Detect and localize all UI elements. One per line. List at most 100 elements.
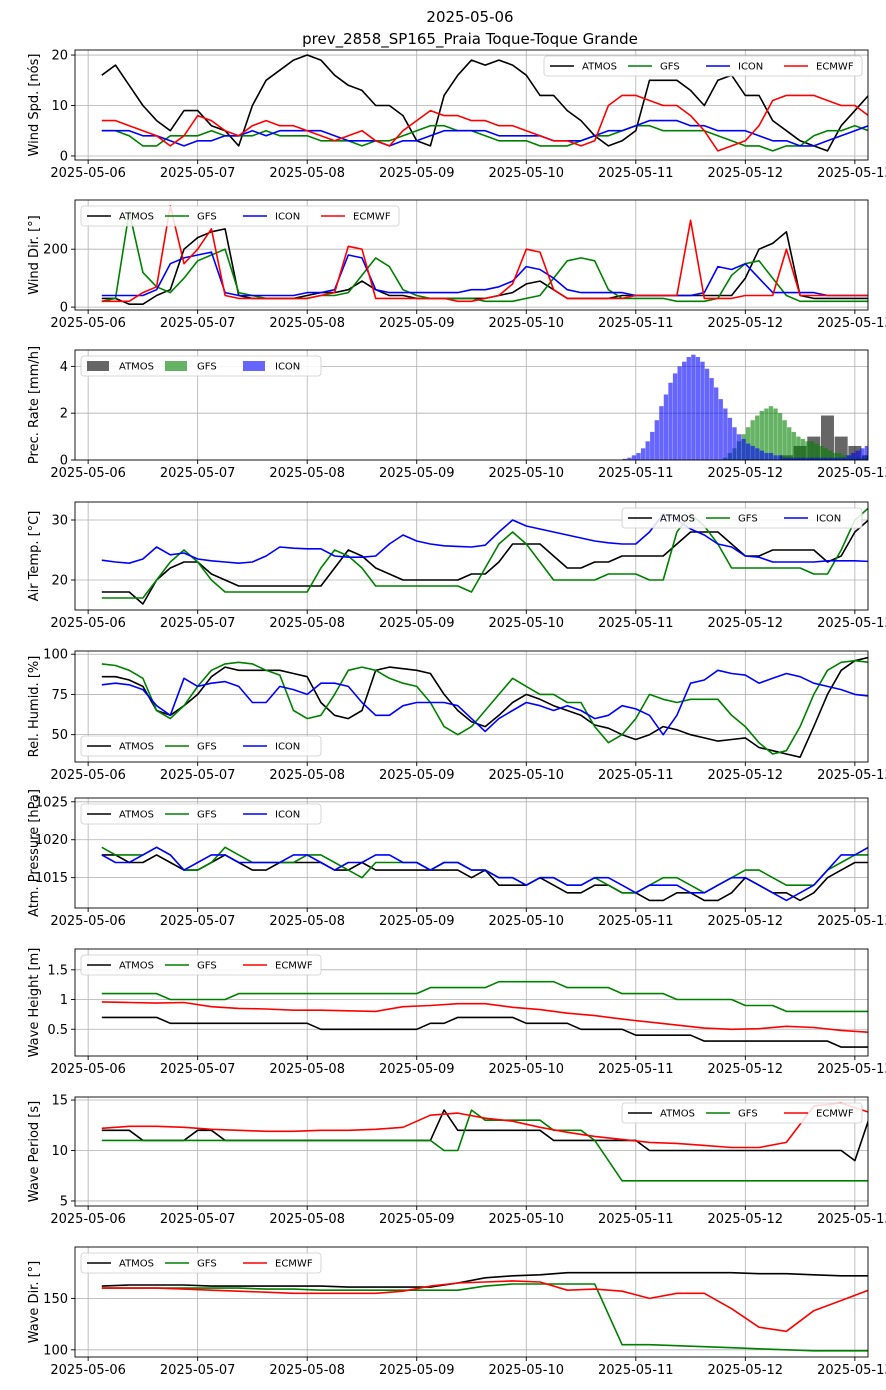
series-line bbox=[101, 1001, 868, 1033]
x-tick-label: 2025-05-12 bbox=[708, 1212, 784, 1227]
legend-label: ICON bbox=[275, 212, 300, 223]
y-axis-label: Wave Height [m] bbox=[27, 948, 42, 1058]
x-tick-label: 2025-05-08 bbox=[269, 1212, 345, 1227]
legend-label: ATMOS bbox=[660, 1109, 695, 1120]
bar bbox=[686, 357, 691, 460]
bar bbox=[755, 448, 760, 460]
plot-area bbox=[101, 1102, 868, 1182]
bar bbox=[704, 368, 710, 460]
bar bbox=[869, 453, 873, 460]
x-tick-label: 2025-05-10 bbox=[488, 466, 564, 481]
bar bbox=[700, 361, 705, 460]
x-tick-label: 2025-05-06 bbox=[50, 166, 126, 181]
x-tick-label: 2025-05-09 bbox=[379, 914, 455, 929]
series-line bbox=[101, 124, 868, 152]
legend-label: ECMWF bbox=[275, 961, 313, 972]
legend-box bbox=[80, 803, 322, 825]
bar bbox=[846, 455, 851, 460]
legend-box bbox=[80, 1252, 322, 1274]
x-tick-label: 2025-05-13 bbox=[817, 1062, 886, 1077]
legend-label: GFS bbox=[738, 1109, 758, 1120]
x-tick-label: 2025-05-10 bbox=[488, 914, 564, 929]
bar bbox=[741, 438, 746, 460]
x-tick-label: 2025-05-06 bbox=[50, 768, 126, 783]
legend-label: GFS bbox=[197, 1259, 217, 1270]
x-tick-label: 2025-05-13 bbox=[817, 914, 886, 929]
bar bbox=[805, 457, 810, 460]
legend-swatch bbox=[165, 361, 187, 371]
bar bbox=[805, 441, 810, 460]
plot-area bbox=[101, 205, 868, 306]
series-line bbox=[101, 205, 868, 303]
bar bbox=[627, 457, 632, 460]
bar bbox=[814, 457, 819, 460]
x-tick-label: 2025-05-07 bbox=[160, 914, 236, 929]
bar bbox=[814, 443, 819, 460]
x-tick-label: 2025-05-08 bbox=[269, 1062, 345, 1077]
bar bbox=[640, 448, 646, 460]
bar bbox=[869, 444, 873, 460]
x-tick-label: 2025-05-09 bbox=[379, 316, 455, 331]
x-tick-label: 2025-05-08 bbox=[269, 914, 345, 929]
bar bbox=[855, 450, 860, 460]
legend: ATMOS GFS ICON bbox=[621, 507, 863, 529]
x-tick-label: 2025-05-13 bbox=[817, 768, 886, 783]
y-axis-label: Air Temp. [°C] bbox=[27, 511, 42, 602]
legend-label: GFS bbox=[197, 810, 217, 821]
y-tick-label: 100 bbox=[43, 1343, 68, 1358]
x-tick-label: 2025-05-13 bbox=[817, 166, 886, 181]
plot-area bbox=[101, 980, 868, 1048]
bar bbox=[791, 457, 797, 460]
y-tick-label: 30 bbox=[51, 514, 68, 529]
x-tick-label: 2025-05-10 bbox=[488, 768, 564, 783]
legend-label: ATMOS bbox=[119, 810, 154, 821]
y-tick-label: 15 bbox=[51, 1094, 68, 1109]
x-tick-label: 2025-05-12 bbox=[708, 316, 784, 331]
legend-label: ECMWF bbox=[816, 62, 854, 73]
legend-swatch bbox=[87, 361, 109, 371]
x-tick-label: 2025-05-07 bbox=[160, 1212, 236, 1227]
bar bbox=[672, 373, 678, 460]
series-line bbox=[101, 94, 868, 152]
series-line bbox=[101, 119, 868, 147]
x-tick-label: 2025-05-13 bbox=[817, 1363, 886, 1378]
x-tick-label: 2025-05-08 bbox=[269, 466, 345, 481]
bar bbox=[787, 427, 792, 460]
axes-frame bbox=[74, 797, 869, 909]
series-line bbox=[101, 1283, 868, 1352]
chart-panel: 2025-05-06 2025-05-07 2025-05-08 2025-05-09… bbox=[27, 948, 886, 1077]
y-axis-label: Wave Period [s] bbox=[27, 1101, 42, 1202]
x-tick-label: 2025-05-13 bbox=[817, 1212, 886, 1227]
legend-label: ATMOS bbox=[119, 961, 154, 972]
bar bbox=[851, 452, 856, 460]
legend-label: ECMWF bbox=[816, 1109, 854, 1120]
bar bbox=[768, 452, 774, 460]
bar bbox=[759, 450, 765, 460]
y-tick-label: 1.5 bbox=[47, 963, 68, 978]
legend-box bbox=[80, 954, 322, 976]
series-line bbox=[101, 1016, 868, 1048]
legend-box bbox=[621, 1102, 863, 1124]
bar bbox=[714, 387, 719, 460]
legend: ATMOS GFS ICON bbox=[80, 803, 322, 825]
bar bbox=[677, 366, 682, 460]
series-line bbox=[101, 54, 868, 152]
bar bbox=[631, 455, 637, 460]
bar bbox=[695, 357, 701, 460]
x-tick-label: 2025-05-07 bbox=[160, 466, 236, 481]
legend-label: ECMWF bbox=[275, 1259, 313, 1270]
bar bbox=[874, 448, 878, 460]
x-tick-label: 2025-05-11 bbox=[598, 316, 674, 331]
legend-box bbox=[543, 55, 863, 77]
bar bbox=[832, 452, 838, 460]
x-tick-label: 2025-05-11 bbox=[598, 1062, 674, 1077]
x-tick-label: 2025-05-13 bbox=[817, 316, 886, 331]
legend: ATMOS GFS ECMWF bbox=[621, 1102, 863, 1124]
y-tick-label: 20 bbox=[51, 574, 68, 589]
x-tick-label: 2025-05-08 bbox=[269, 316, 345, 331]
bar bbox=[832, 457, 838, 460]
chart-panel: 2025-05-06 2025-05-07 2025-05-08 2025-05-09… bbox=[27, 49, 886, 181]
figure-title-line1: 2025-05-06 bbox=[426, 8, 513, 26]
bar bbox=[727, 417, 733, 460]
x-tick-label: 2025-05-12 bbox=[708, 1363, 784, 1378]
